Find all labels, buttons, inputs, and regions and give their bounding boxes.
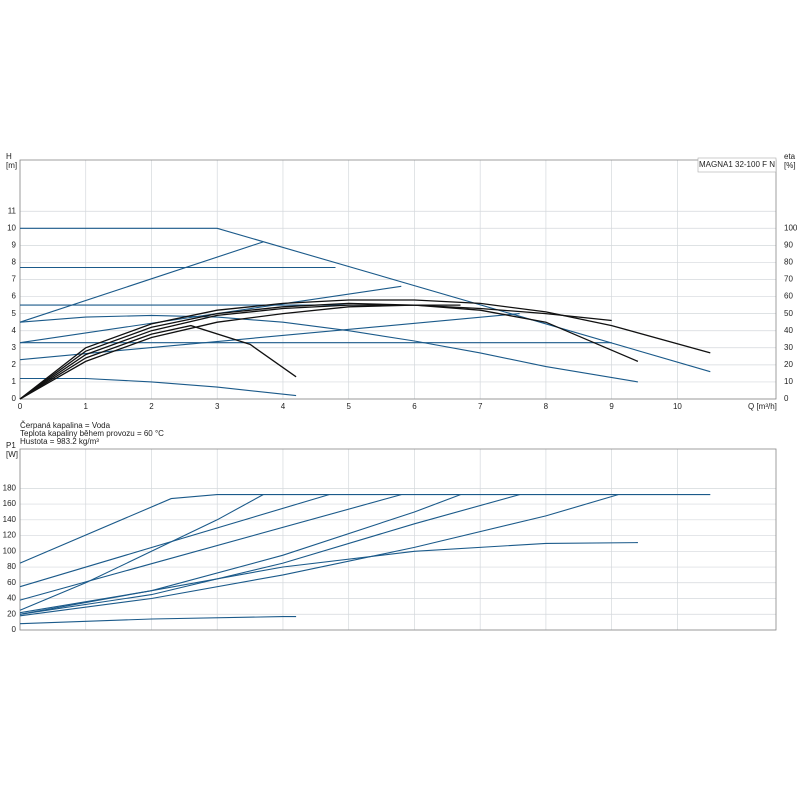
y-tick-label: 20 bbox=[7, 609, 16, 618]
y-tick-label: 2 bbox=[12, 360, 17, 369]
x-tick-label: 6 bbox=[412, 402, 417, 411]
product-name: MAGNA1 32-100 F N bbox=[699, 160, 775, 169]
x-tick-label: 4 bbox=[281, 402, 286, 411]
note: Teplota kapaliny během provozu = 60 °C bbox=[20, 429, 164, 438]
y-tick-label: 0 bbox=[12, 394, 17, 403]
note: Čerpaná kapalina = Voda bbox=[20, 421, 111, 430]
x-tick-label: 1 bbox=[84, 402, 89, 411]
y-tick-label: 6 bbox=[12, 292, 17, 301]
x-tick-label: 3 bbox=[215, 402, 220, 411]
y-axis-unit: [m] bbox=[6, 161, 17, 170]
x-tick-label: 0 bbox=[18, 402, 23, 411]
curve bbox=[19, 494, 520, 615]
x-tick-label: 2 bbox=[149, 402, 154, 411]
y-tick-label: 80 bbox=[7, 562, 16, 571]
x-tick-label: 8 bbox=[544, 402, 549, 411]
x-tick-label: 9 bbox=[609, 402, 614, 411]
curve bbox=[19, 302, 639, 400]
y-tick-label: 180 bbox=[3, 483, 17, 492]
curve bbox=[19, 324, 297, 400]
curve bbox=[20, 227, 711, 373]
curve bbox=[19, 494, 619, 617]
y-tick-label: 1 bbox=[12, 377, 17, 386]
y-tick-label: 8 bbox=[12, 258, 17, 267]
y2-tick-label: 10 bbox=[784, 377, 793, 386]
y-tick-label: 40 bbox=[7, 594, 16, 603]
y-tick-label: 60 bbox=[7, 578, 16, 587]
x-tick-label: 5 bbox=[346, 402, 351, 411]
curve bbox=[19, 314, 638, 383]
y-tick-label: 5 bbox=[12, 309, 17, 318]
y-tick-label: 100 bbox=[3, 546, 17, 555]
y-axis-unit: [W] bbox=[6, 450, 18, 459]
y2-axis-unit: [%] bbox=[784, 161, 796, 170]
curve bbox=[19, 241, 264, 323]
x-tick-label: 10 bbox=[673, 402, 682, 411]
y2-tick-label: 20 bbox=[784, 360, 793, 369]
y-tick-label: 3 bbox=[12, 343, 17, 352]
curve bbox=[19, 542, 638, 615]
legend-box bbox=[697, 157, 777, 173]
y-tick-label: 10 bbox=[7, 223, 16, 232]
y2-tick-label: 40 bbox=[784, 326, 793, 335]
y2-tick-label: 60 bbox=[784, 292, 793, 301]
curve bbox=[19, 304, 612, 400]
y2-tick-label: 0 bbox=[784, 394, 789, 403]
y-tick-label: 11 bbox=[8, 206, 17, 215]
y2-tick-label: 30 bbox=[784, 343, 793, 352]
curve bbox=[19, 494, 711, 564]
curve bbox=[19, 494, 264, 611]
plot-frame bbox=[19, 448, 777, 631]
y-tick-label: 120 bbox=[3, 531, 17, 540]
plot-frame bbox=[19, 159, 777, 400]
y2-axis-label: eta bbox=[784, 152, 796, 161]
y2-tick-label: 100 bbox=[784, 223, 798, 232]
curve bbox=[19, 494, 402, 601]
x-axis-label: Q [m³/h] bbox=[748, 402, 777, 411]
y2-tick-label: 50 bbox=[784, 309, 793, 318]
y-axis-label: P1 bbox=[6, 441, 16, 450]
y-tick-label: 7 bbox=[12, 275, 17, 284]
y-tick-label: 9 bbox=[12, 240, 17, 249]
y2-tick-label: 70 bbox=[784, 275, 793, 284]
y-tick-label: 0 bbox=[12, 625, 17, 634]
x-tick-label: 7 bbox=[478, 402, 483, 411]
curve bbox=[19, 304, 461, 400]
y-tick-label: 160 bbox=[3, 499, 17, 508]
y2-tick-label: 80 bbox=[784, 258, 793, 267]
y-tick-label: 4 bbox=[12, 326, 17, 335]
y-tick-label: 140 bbox=[3, 515, 17, 524]
y-axis-label: H bbox=[6, 152, 12, 161]
note: Hustota = 983.2 kg/m³ bbox=[20, 437, 99, 446]
curve bbox=[20, 377, 297, 397]
y2-tick-label: 90 bbox=[784, 240, 793, 249]
curve bbox=[19, 616, 297, 625]
